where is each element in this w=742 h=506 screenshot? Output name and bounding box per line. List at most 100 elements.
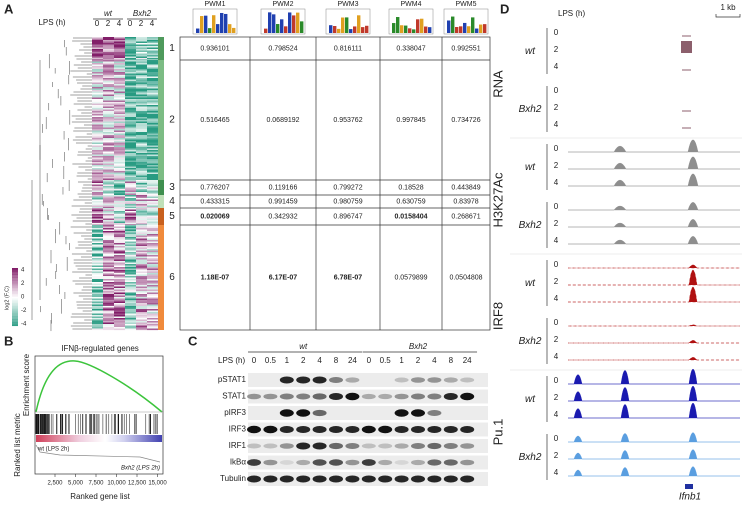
heat-cell xyxy=(125,207,136,209)
heat-cell xyxy=(103,204,114,206)
blot-band xyxy=(411,425,425,434)
heat-cell xyxy=(92,319,103,322)
heat-cell xyxy=(103,229,114,232)
heat-cell xyxy=(92,237,103,239)
heat-cell xyxy=(114,244,125,247)
signal-track xyxy=(568,466,740,477)
heat-cell xyxy=(125,124,136,127)
table-cell: 0.0579899 xyxy=(394,274,427,281)
logo-letter xyxy=(349,29,353,33)
heat-cell xyxy=(114,121,125,124)
heat-cell xyxy=(92,124,103,127)
heat-cell xyxy=(147,321,158,323)
heat-cell xyxy=(103,66,114,68)
blot-band xyxy=(247,459,261,466)
heat-cell xyxy=(125,174,136,176)
heat-cell xyxy=(103,223,114,225)
heat-cell xyxy=(136,133,147,136)
heat-cell xyxy=(136,121,147,124)
heat-cell xyxy=(125,259,136,262)
heat-cell xyxy=(136,256,147,259)
blot-band xyxy=(263,393,278,400)
heat-cell xyxy=(136,163,147,166)
heat-cell xyxy=(147,217,158,219)
heat-cell xyxy=(136,55,147,57)
table-cell: 0.991459 xyxy=(268,198,297,205)
time-label: 2 xyxy=(554,335,559,344)
logo-letter xyxy=(467,26,471,33)
heat-cell xyxy=(136,187,147,190)
heat-cell xyxy=(136,162,147,164)
heat-cell xyxy=(92,166,103,169)
heat-cell xyxy=(136,201,147,203)
heat-cell xyxy=(147,66,158,68)
heat-cell xyxy=(92,229,103,232)
heat-cell xyxy=(92,240,103,242)
logo-letter xyxy=(483,24,487,33)
heat-cell xyxy=(103,75,114,77)
heat-cell xyxy=(114,38,125,41)
heat-cell xyxy=(125,69,136,71)
heat-cell xyxy=(103,73,114,76)
heat-cell xyxy=(125,139,136,142)
heat-cell xyxy=(147,160,158,163)
heat-cell xyxy=(136,165,147,167)
heat-cell xyxy=(92,226,103,229)
time-label: 0.5 xyxy=(380,356,392,365)
heat-cell xyxy=(114,163,125,166)
heat-cell xyxy=(136,144,147,146)
heat-cell xyxy=(136,97,147,100)
time-label: 24 xyxy=(463,356,472,365)
heat-cell xyxy=(147,102,158,104)
signal-track xyxy=(568,324,740,327)
heat-cell xyxy=(92,211,103,213)
heat-cell xyxy=(147,64,158,67)
heat-cell xyxy=(114,228,125,230)
heat-cell xyxy=(92,280,103,283)
heat-cell xyxy=(147,129,158,131)
heat-cell xyxy=(92,307,103,310)
heat-cell xyxy=(92,103,103,106)
heat-cell xyxy=(103,171,114,173)
heat-cell xyxy=(114,285,125,287)
heat-cell xyxy=(125,283,136,286)
heat-cell xyxy=(103,232,114,235)
panel-label: C xyxy=(188,333,198,348)
heat-cell xyxy=(125,168,136,170)
heat-cell xyxy=(103,178,114,181)
heat-cell xyxy=(103,180,114,182)
heat-cell xyxy=(103,192,114,194)
heat-cell xyxy=(103,231,114,233)
heat-cell xyxy=(103,319,114,322)
time-label: 4 xyxy=(150,19,155,28)
heat-cell xyxy=(147,60,158,62)
heat-cell xyxy=(147,218,158,221)
heat-cell xyxy=(114,76,125,79)
heat-cell xyxy=(92,267,103,269)
heat-cell xyxy=(92,56,103,59)
table-cell: 0.798524 xyxy=(268,45,297,52)
heat-cell xyxy=(136,190,147,193)
heat-cell xyxy=(114,205,125,208)
heat-cell xyxy=(125,40,136,42)
heat-cell xyxy=(147,288,158,290)
heat-cell xyxy=(125,154,136,157)
heat-cell xyxy=(136,49,147,51)
cluster-number: 6 xyxy=(169,272,175,283)
heat-cell xyxy=(114,91,125,94)
heat-cell xyxy=(92,160,103,163)
heat-cell xyxy=(136,328,147,331)
heat-cell xyxy=(147,298,158,301)
signal-track xyxy=(568,269,740,286)
time-label: 0 xyxy=(95,19,100,28)
heat-cell xyxy=(92,75,103,77)
heat-cell xyxy=(136,82,147,85)
y-label: Enrichment score xyxy=(22,353,31,416)
heat-cell xyxy=(147,186,158,188)
heat-cell xyxy=(147,93,158,95)
heat-cell xyxy=(114,209,125,212)
logo-letter xyxy=(333,26,337,33)
heat-cell xyxy=(125,147,136,149)
heat-cell xyxy=(103,154,114,157)
heat-cell xyxy=(103,67,114,70)
